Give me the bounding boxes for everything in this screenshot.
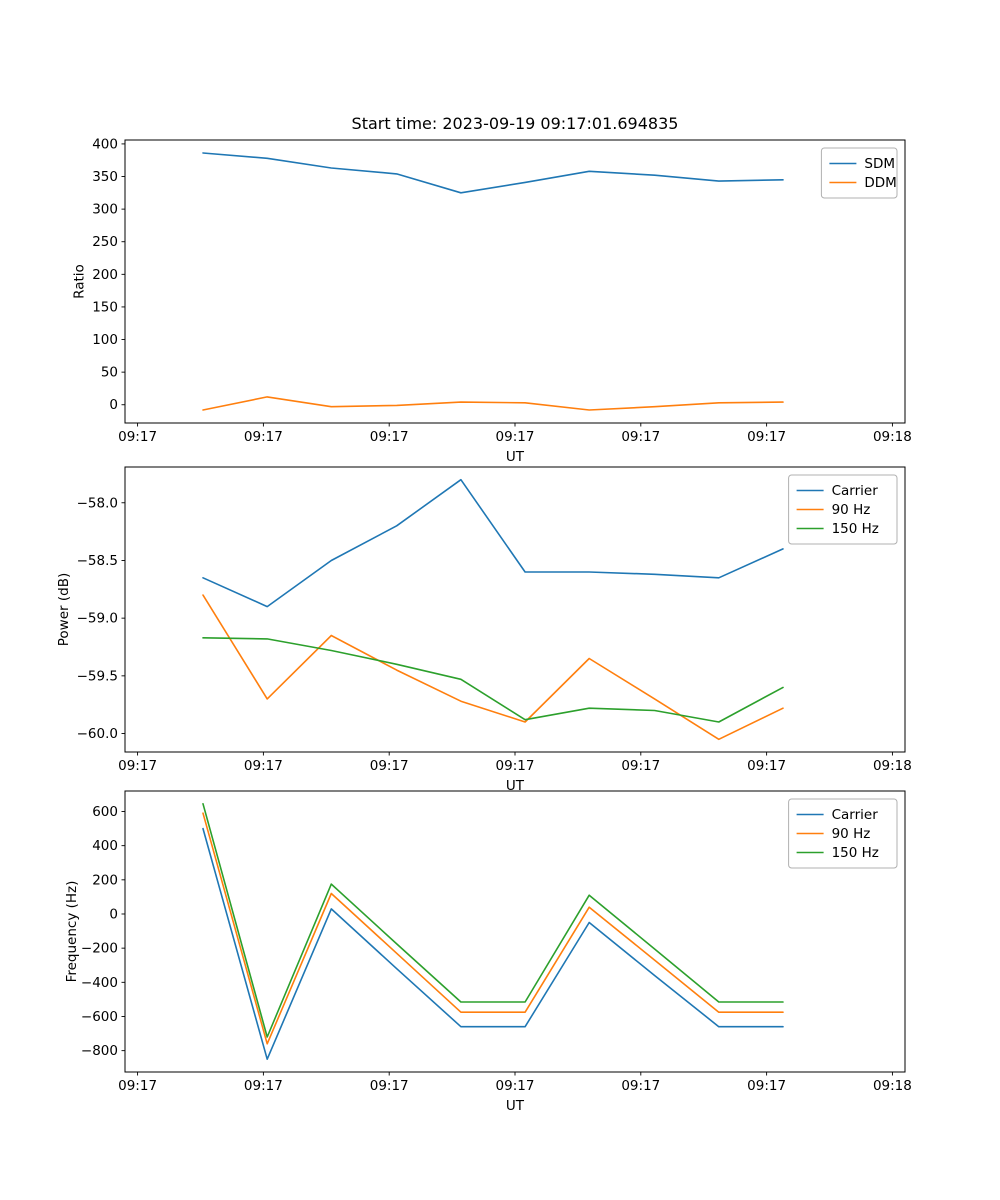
x-tick-label: 09:17 — [496, 1078, 535, 1094]
y-tick-label: −59.0 — [77, 611, 118, 627]
x-tick-label: 09:17 — [621, 429, 660, 445]
x-tick-label: 09:17 — [118, 1078, 157, 1094]
series-line-ddm — [202, 396, 784, 411]
y-tick-label: 300 — [92, 202, 118, 218]
axes-frame — [124, 466, 906, 753]
x-tick-label: 09:17 — [621, 758, 660, 774]
y-axis-label: Ratio — [72, 264, 88, 299]
series-line-sdm — [202, 152, 784, 194]
x-tick-label: 09:18 — [873, 1078, 912, 1094]
legend-label: 90 Hz — [832, 826, 871, 842]
axes-frame — [124, 790, 906, 1073]
legend-label: DDM — [864, 175, 896, 191]
series-line-90-hz — [202, 594, 784, 741]
legend-box — [788, 474, 898, 545]
series-line-150-hz — [202, 636, 784, 723]
y-tick-label: 100 — [92, 332, 118, 348]
legend-label: 150 Hz — [832, 845, 879, 861]
y-tick-label: 400 — [92, 838, 118, 854]
y-tick-label: 150 — [92, 299, 118, 315]
x-tick-label: 09:17 — [244, 1078, 283, 1094]
x-tick-label: 09:18 — [873, 758, 912, 774]
x-tick-label: 09:17 — [496, 429, 535, 445]
y-tick-label: −60.0 — [77, 726, 118, 742]
y-axis-label: Frequency (Hz) — [64, 881, 80, 983]
y-tick-label: 50 — [101, 365, 118, 381]
y-tick-label: 400 — [92, 136, 118, 152]
y-tick-label: 0 — [109, 906, 118, 922]
x-axis-label: UT — [506, 1098, 525, 1114]
y-tick-label: 200 — [92, 267, 118, 283]
series-line-150-hz — [202, 802, 784, 1038]
x-tick-label: 09:17 — [244, 758, 283, 774]
y-axis-label: Power (dB) — [56, 573, 72, 646]
x-tick-label: 09:17 — [370, 429, 409, 445]
legend-box — [820, 147, 898, 199]
x-tick-label: 09:17 — [747, 1078, 786, 1094]
y-tick-label: 0 — [109, 397, 118, 413]
legend-box — [788, 798, 898, 869]
x-tick-label: 09:17 — [370, 1078, 409, 1094]
y-tick-label: −58.0 — [77, 495, 118, 511]
y-tick-label: −58.5 — [77, 553, 118, 569]
subplot-2: 09:17 09:17 09:17 09:17 09:17 09:17 09:18 −800 −… — [64, 790, 912, 1114]
legend-label: SDM — [864, 156, 895, 172]
x-tick-label: 09:17 — [621, 1078, 660, 1094]
x-tick-label: 09:17 — [747, 429, 786, 445]
subplot-1: 09:17 09:17 09:17 09:17 09:17 09:17 09:18 −60.0… — [56, 466, 912, 794]
subplot-0: Start time: 2023-09-19 09:17:01.694835 09… — [72, 114, 912, 465]
y-tick-label: 600 — [92, 804, 118, 820]
x-axis-label: UT — [506, 449, 525, 465]
x-tick-label: 09:17 — [496, 758, 535, 774]
x-axis-label: UT — [506, 778, 525, 794]
legend-label: Carrier — [832, 807, 879, 823]
x-tick-label: 09:17 — [747, 758, 786, 774]
y-tick-label: −59.5 — [77, 668, 118, 684]
x-tick-label: 09:17 — [370, 758, 409, 774]
chart-title: Start time: 2023-09-19 09:17:01.694835 — [352, 114, 679, 133]
legend-label: 90 Hz — [832, 502, 871, 518]
y-tick-label: −400 — [81, 975, 118, 991]
y-tick-label: 250 — [92, 234, 118, 250]
x-tick-label: 09:17 — [118, 758, 157, 774]
legend-label: 150 Hz — [832, 521, 879, 537]
x-tick-label: 09:17 — [244, 429, 283, 445]
series-line-carrier — [202, 478, 784, 608]
y-tick-label: 200 — [92, 872, 118, 888]
axes-frame — [124, 139, 906, 424]
y-tick-label: −600 — [81, 1009, 118, 1025]
series-line-90-hz — [202, 812, 784, 1045]
x-tick-label: 09:18 — [873, 429, 912, 445]
y-tick-label: −200 — [81, 941, 118, 957]
y-tick-label: 350 — [92, 169, 118, 185]
legend-label: Carrier — [832, 483, 879, 499]
series-line-carrier — [202, 827, 784, 1060]
x-tick-label: 09:17 — [118, 429, 157, 445]
y-tick-label: −800 — [81, 1043, 118, 1059]
